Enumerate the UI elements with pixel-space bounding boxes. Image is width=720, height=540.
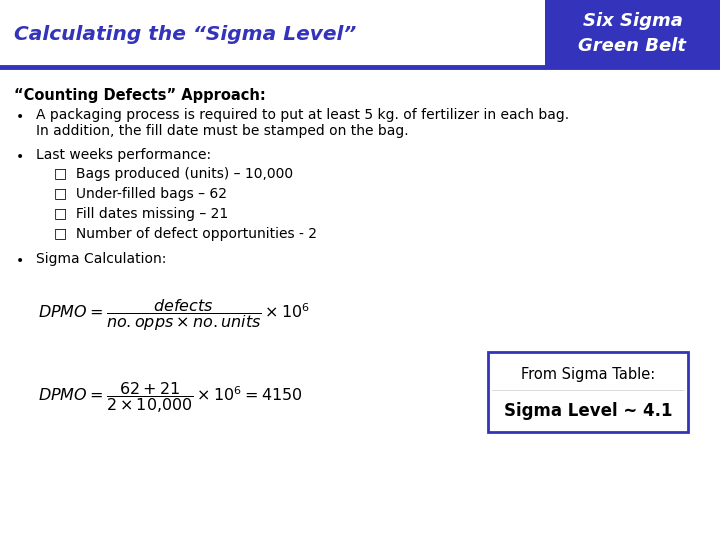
Text: •: •: [16, 254, 24, 268]
Bar: [545, 0, 720, 67]
Text: Six Sigma
Green Belt: Six Sigma Green Belt: [578, 12, 686, 55]
Text: Calculating the “Sigma Level”: Calculating the “Sigma Level”: [14, 24, 356, 44]
Text: □  Number of defect opportunities - 2: □ Number of defect opportunities - 2: [54, 227, 317, 241]
Text: In addition, the fill date must be stamped on the bag.: In addition, the fill date must be stamp…: [36, 124, 409, 138]
Text: From Sigma Table:: From Sigma Table:: [521, 367, 655, 381]
Text: •: •: [16, 150, 24, 164]
Text: □  Under-filled bags – 62: □ Under-filled bags – 62: [54, 187, 227, 201]
Text: A packaging process is required to put at least 5 kg. of fertilizer in each bag.: A packaging process is required to put a…: [36, 108, 569, 122]
Text: Sigma Level ~ 4.1: Sigma Level ~ 4.1: [504, 402, 672, 420]
Text: Sigma Calculation:: Sigma Calculation:: [36, 252, 166, 266]
Text: “Counting Defects” Approach:: “Counting Defects” Approach:: [14, 88, 266, 103]
Text: Last weeks performance:: Last weeks performance:: [36, 148, 211, 162]
Text: □  Fill dates missing – 21: □ Fill dates missing – 21: [54, 207, 228, 221]
Text: $\mathit{DPMO} = \dfrac{62+21}{2\times10{,}000} \times 10^6 = 4150$: $\mathit{DPMO} = \dfrac{62+21}{2\times10…: [38, 381, 302, 415]
Text: •: •: [16, 110, 24, 124]
Text: $\mathit{DPMO} = \dfrac{\mathit{defects}}{\mathit{no.opps} \times \mathit{no.uni: $\mathit{DPMO} = \dfrac{\mathit{defects}…: [38, 297, 310, 333]
Text: □  Bags produced (units) – 10,000: □ Bags produced (units) – 10,000: [54, 167, 293, 181]
Bar: [488, 352, 688, 432]
